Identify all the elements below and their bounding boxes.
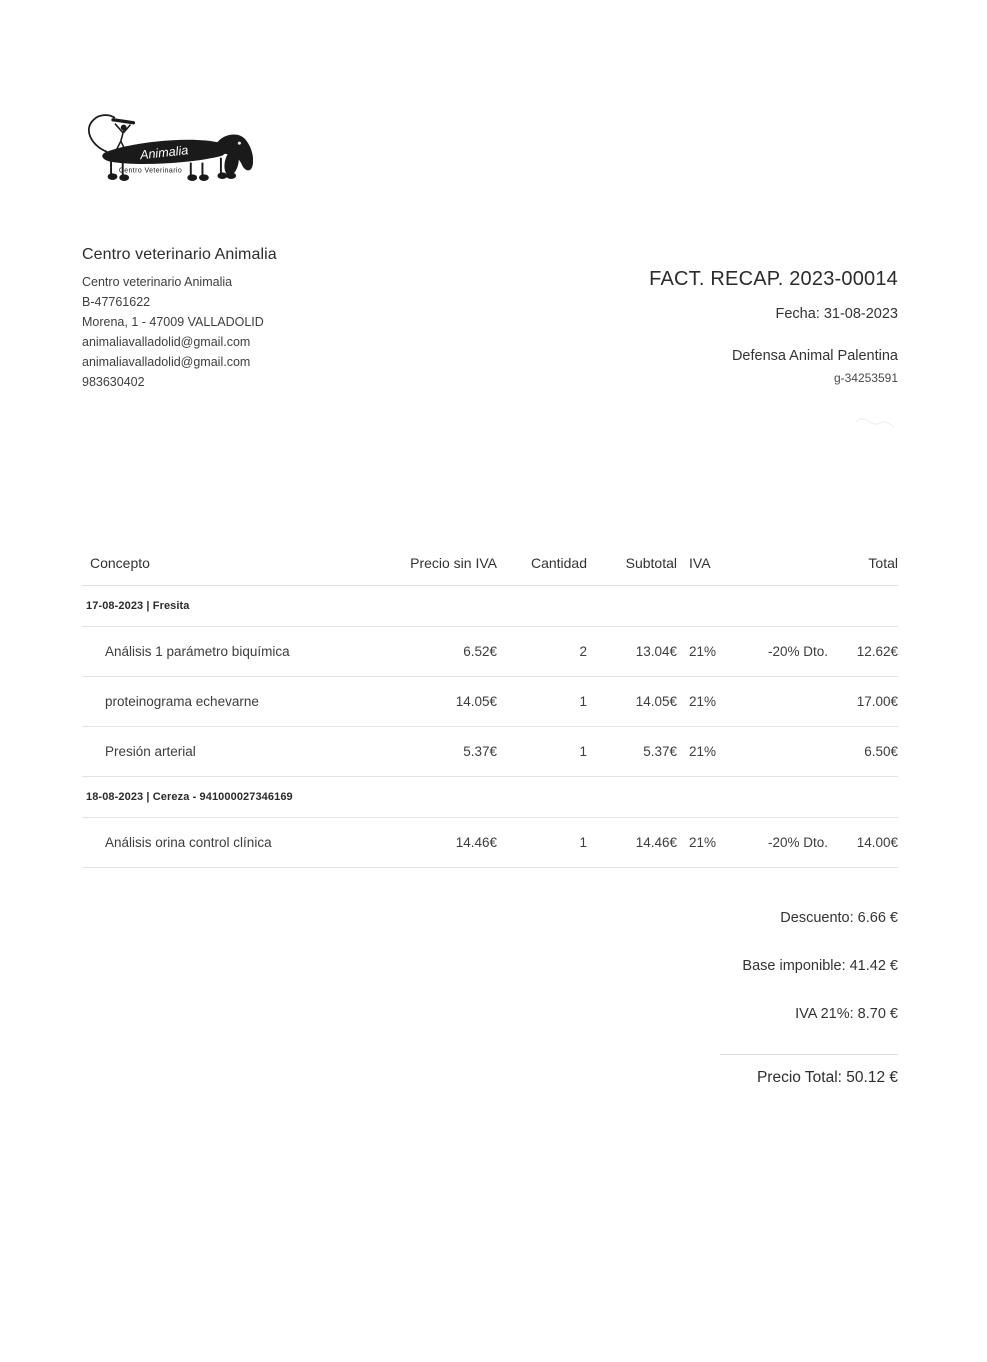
line-items-table: Concepto Precio sin IVA Cantidad Subtota… xyxy=(82,540,898,868)
table-group-header: 17-08-2023 | Fresita xyxy=(82,586,898,627)
table-row: Análisis orina control clínica 14.46€ 1 … xyxy=(82,818,898,868)
cell-cantidad: 1 xyxy=(579,835,587,850)
dog-legs-icon xyxy=(107,157,236,181)
cell-iva: 21% xyxy=(689,744,717,759)
cell-subtotal: 13.04€ xyxy=(635,644,677,659)
cell-descuento: -20% Dto. xyxy=(767,835,828,850)
header-concepto: Concepto xyxy=(90,554,150,571)
table-group-header: 18-08-2023 | Cereza - 941000027346169 xyxy=(82,777,898,818)
company-info: Centro veterinario Animalia Centro veter… xyxy=(82,246,277,392)
company-email: animaliavalladolid@gmail.com xyxy=(82,335,251,349)
company-address: Morena, 1 - 47009 VALLADOLID xyxy=(82,315,264,329)
header-cantidad: Cantidad xyxy=(530,554,587,571)
taxable-base: Base imponible: 41.42 € xyxy=(742,958,898,974)
cell-iva: 21% xyxy=(689,835,717,850)
group-label: 18-08-2023 | Cereza - 941000027346169 xyxy=(86,791,293,803)
cell-precio: 6.52€ xyxy=(463,644,497,659)
header-total: Total xyxy=(868,554,898,571)
company-name: Centro veterinario Animalia xyxy=(82,246,277,263)
cell-concepto: Análisis 1 parámetro biquímica xyxy=(105,644,290,659)
company-details: Centro veterinario Animalia B-47761622 M… xyxy=(82,272,277,392)
animalia-dog-logo: Animalia Centro Veterinario xyxy=(88,114,253,181)
invoice-title: FACT. RECAP. 2023-00014 xyxy=(649,268,898,290)
dog-body-icon xyxy=(102,139,227,164)
dog-head-icon xyxy=(215,134,253,176)
table-row: proteinograma echevarne 14.05€ 1 14.05€ … xyxy=(82,677,898,727)
cell-subtotal: 5.37€ xyxy=(643,744,677,759)
group-label: 17-08-2023 | Fresita xyxy=(86,600,190,612)
logo-subtitle: Centro Veterinario xyxy=(119,167,182,174)
cell-concepto: Análisis orina control clínica xyxy=(105,835,272,850)
cell-precio: 5.37€ xyxy=(463,744,497,759)
discount-total: Descuento: 6.66 € xyxy=(780,910,898,926)
faint-smudge xyxy=(855,418,895,428)
cell-descuento: -20% Dto. xyxy=(767,644,828,659)
cell-iva: 21% xyxy=(689,644,717,659)
company-email-2: animaliavalladolid@gmail.com xyxy=(82,355,251,369)
totals-summary: Descuento: 6.66 € Base imponible: 41.42 … xyxy=(720,910,898,1087)
cell-total: 12.62€ xyxy=(856,644,898,659)
logo-wordmark: Animalia xyxy=(138,143,189,162)
table-header-row: Concepto Precio sin IVA Cantidad Subtota… xyxy=(82,540,898,586)
cell-cantidad: 2 xyxy=(579,644,587,659)
cell-cantidad: 1 xyxy=(579,694,587,709)
header-iva: IVA xyxy=(689,554,711,571)
client-name: Defensa Animal Palentina xyxy=(731,348,898,364)
company-phone: 983630402 xyxy=(82,375,145,389)
cell-total: 14.00€ xyxy=(856,835,898,850)
dog-eye-icon xyxy=(237,141,241,145)
cell-subtotal: 14.05€ xyxy=(635,694,677,709)
invoice-meta: FACT. RECAP. 2023-00014 Fecha: 31-08-202… xyxy=(649,266,898,385)
header-subtotal: Subtotal xyxy=(625,554,677,571)
cell-cantidad: 1 xyxy=(579,744,587,759)
cell-precio: 14.05€ xyxy=(455,694,497,709)
table-row: Análisis 1 parámetro biquímica 6.52€ 2 1… xyxy=(82,627,898,677)
cell-total: 6.50€ xyxy=(864,744,898,759)
company-tax-id: B-47761622 xyxy=(82,295,151,309)
client-tax-id: g-34253591 xyxy=(833,371,898,385)
cell-concepto: Presión arterial xyxy=(105,744,196,759)
cell-iva: 21% xyxy=(689,694,717,709)
totals-divider xyxy=(720,1054,898,1055)
cell-total: 17.00€ xyxy=(856,694,898,709)
cell-concepto: proteinograma echevarne xyxy=(105,694,259,709)
cell-subtotal: 14.46€ xyxy=(635,835,677,850)
vat-total: IVA 21%: 8.70 € xyxy=(795,1006,898,1022)
dog-tail-icon xyxy=(88,114,116,153)
company-name-line: Centro veterinario Animalia xyxy=(82,275,233,289)
table-row: Presión arterial 5.37€ 1 5.37€ 21% 6.50€ xyxy=(82,727,898,777)
header-precio-sin-iva: Precio sin IVA xyxy=(410,554,497,571)
grand-total: Precio Total: 50.12 € xyxy=(756,1069,898,1086)
invoice-date: Fecha: 31-08-2023 xyxy=(775,306,898,322)
cell-precio: 14.46€ xyxy=(455,835,497,850)
